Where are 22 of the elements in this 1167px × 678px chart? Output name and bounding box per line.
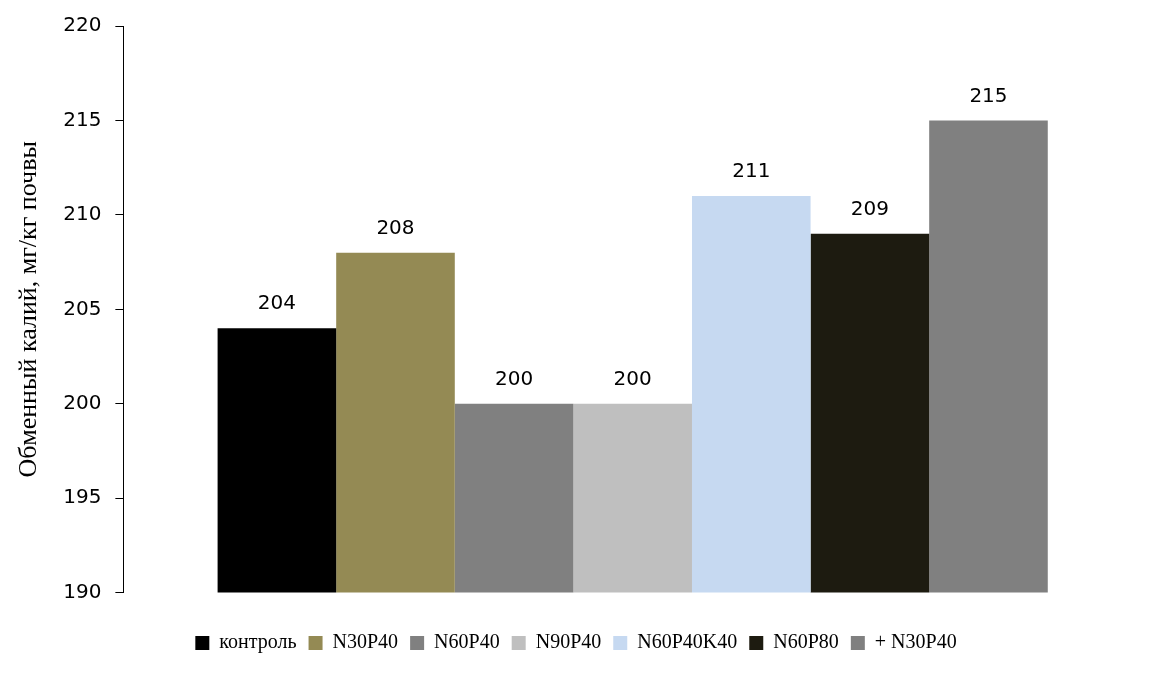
legend-label: N90P40 [535,630,602,653]
y-tick-label: 210 [63,201,102,226]
legend-label: N60P40 [434,630,500,653]
y-axis-title: Обменный калий, мг/кг почвы [13,141,43,478]
data-label: 215 [969,82,1008,107]
data-label: 200 [495,365,534,390]
legend-label: N30P40 [332,630,399,653]
y-tick-label: 200 [63,389,102,414]
y-tick-label: 220 [63,12,102,37]
legend-label: + N30P40 [874,630,957,653]
data-label: 209 [850,195,889,220]
data-label: 204 [257,290,296,315]
y-tick-label: 190 [63,578,102,603]
legend-label: N60P80 [773,630,839,653]
y-tick-label: 195 [63,484,102,509]
legend-label: N60P40K40 [637,630,738,653]
data-label: 208 [376,214,415,239]
y-tick-label: 215 [63,106,102,131]
legend-label: контроль [219,630,297,654]
data-label: 200 [613,365,652,390]
data-label: 211 [732,158,771,183]
y-tick-label: 205 [63,295,102,320]
